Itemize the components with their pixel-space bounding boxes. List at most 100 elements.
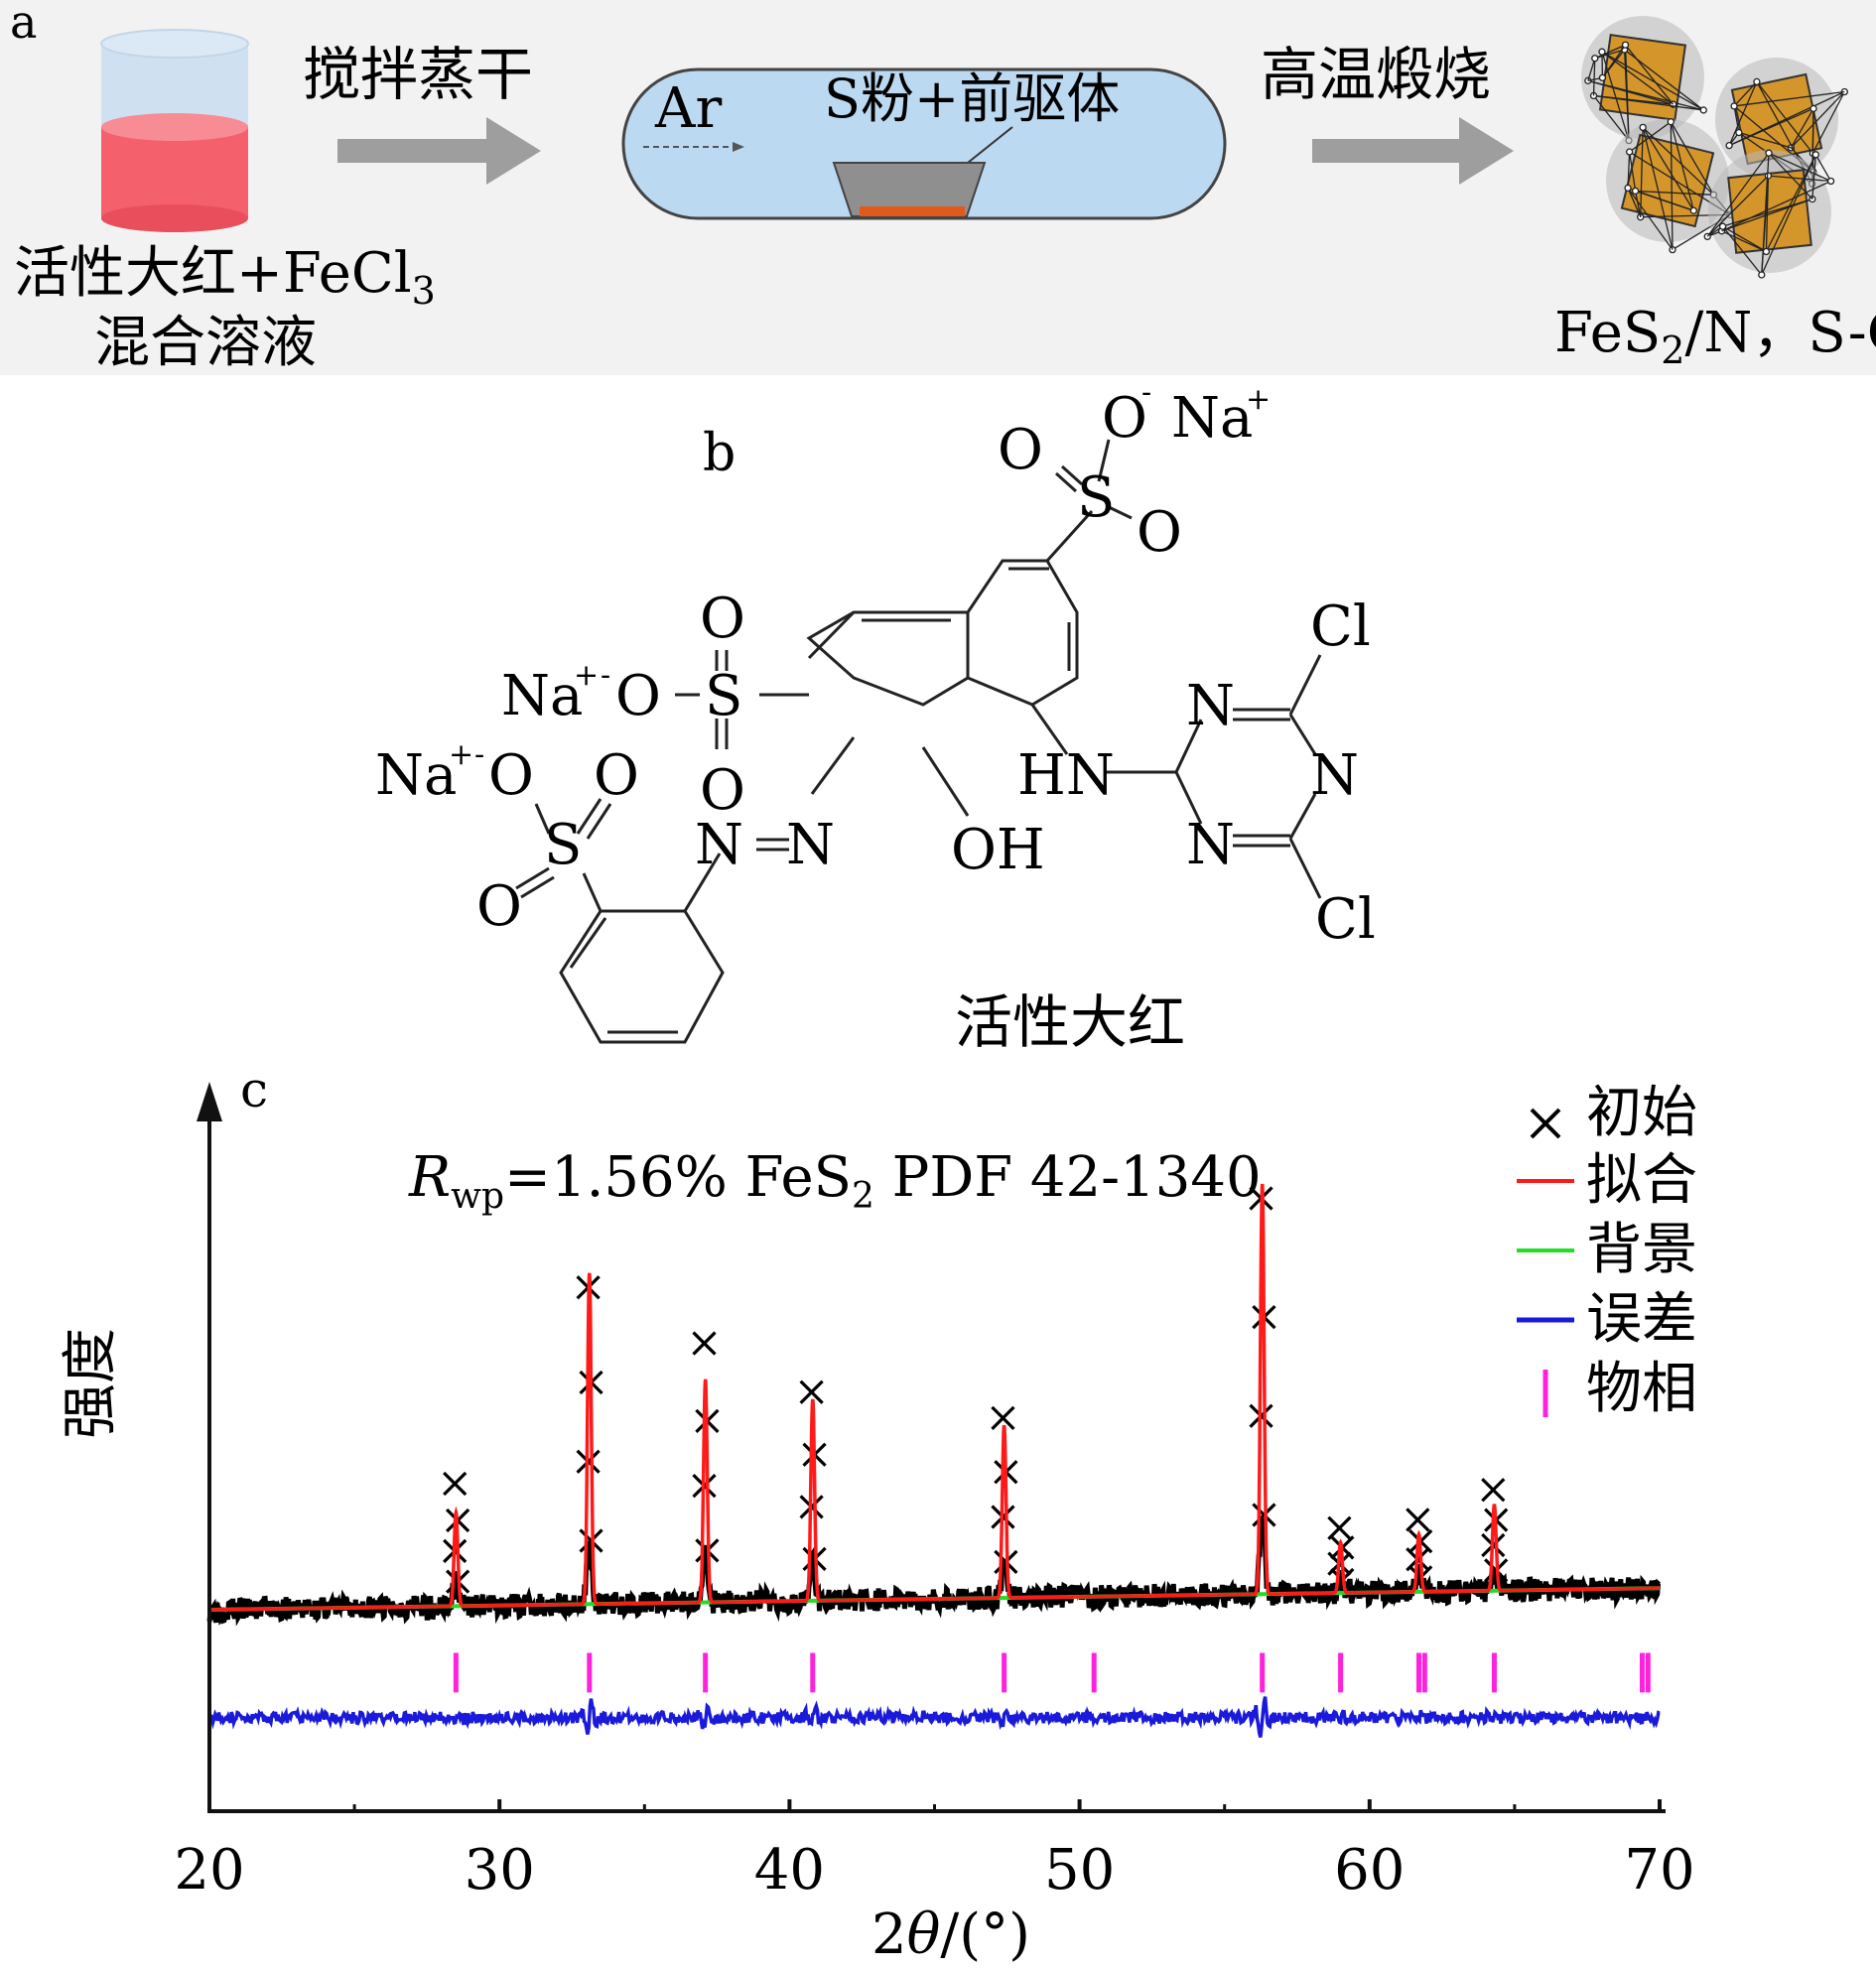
network-line: [1722, 225, 1763, 276]
atom-s-mid: S: [705, 664, 742, 728]
network-line: [1642, 127, 1694, 211]
atom-o-up: O: [700, 587, 745, 651]
x-tick-label-50: 50: [1044, 1838, 1115, 1903]
network-node: [1809, 104, 1817, 113]
network-line: [1601, 51, 1704, 111]
network-line: [1627, 188, 1674, 250]
observed-x-stroke: [991, 1405, 1015, 1430]
observed-point-7-0: [1406, 1508, 1430, 1532]
network-node: [1758, 271, 1766, 279]
network-line: [1706, 175, 1769, 237]
structure-atom-labels: O - Na + O S O O Na + - O S O Na + - O O…: [375, 375, 1376, 952]
atom-o-down: O: [700, 758, 745, 823]
network-line: [1721, 180, 1831, 232]
network-node: [1624, 184, 1632, 193]
network-node: [1639, 123, 1647, 132]
observed-x-stroke: [692, 1331, 717, 1356]
observed-x-stroke: [1481, 1478, 1506, 1503]
x-tick-label-20: 20: [174, 1838, 244, 1903]
network-node: [1625, 148, 1634, 156]
gas-flow-arrowhead-icon: [733, 142, 744, 152]
charge-minus-mid: -: [601, 658, 610, 693]
charge-minus-top: -: [1141, 375, 1151, 410]
network-line: [1601, 51, 1630, 141]
network-line: [1811, 154, 1816, 199]
network-line: [1594, 49, 1625, 60]
network-line: [1768, 152, 1831, 183]
network-line: [1592, 58, 1596, 96]
solution-label-line2: 混合溶液: [94, 311, 317, 375]
atom-o-low-right: O: [594, 743, 639, 808]
atom-o-low: O: [488, 743, 534, 808]
observed-point-3-0: [799, 1379, 824, 1404]
step1-label: 搅拌蒸干: [303, 41, 533, 108]
observed-point-4-0: [991, 1405, 1015, 1430]
atom-n-triazine-1: N: [1186, 674, 1235, 738]
network-line: [1738, 131, 1792, 149]
network-line: [1593, 94, 1704, 111]
network-line: [1733, 80, 1758, 107]
network-line: [1790, 108, 1814, 149]
y-axis-arrow-icon: [197, 1082, 222, 1121]
network-line: [1811, 91, 1845, 154]
arrow-right-icon-1: [337, 117, 541, 185]
legend-label-error: 误差: [1586, 1287, 1697, 1352]
legend-marker-x-icon: [1530, 1108, 1561, 1139]
legend: 初始 拟合 背景 误差 物相: [1517, 1081, 1697, 1421]
network-line: [1761, 154, 1816, 276]
network-node: [1753, 77, 1761, 86]
network-line: [1635, 190, 1694, 211]
network-line: [1594, 44, 1626, 60]
product-label: FeS2/N，S-C: [1554, 301, 1876, 372]
atom-o-minus-top: O: [1102, 386, 1147, 451]
network-line: [1670, 121, 1694, 211]
legend-label-observed: 初始: [1586, 1081, 1697, 1145]
observed-point-2-0: [692, 1331, 717, 1356]
network-line: [1629, 121, 1672, 153]
atom-o-top-left: O: [998, 418, 1043, 482]
x-tick-label-60: 60: [1334, 1838, 1405, 1903]
beaker-icon: [100, 29, 249, 232]
atom-s-top: S: [1077, 465, 1115, 530]
x-tick-label-70: 70: [1624, 1838, 1694, 1903]
network-line: [1814, 154, 1832, 182]
network-node: [1667, 118, 1675, 126]
network-node: [1631, 187, 1640, 196]
network-line: [1761, 153, 1770, 276]
tube-gas-label: Ar: [654, 76, 722, 141]
atom-hn: HN: [1017, 743, 1115, 808]
xrd-plot-area: [206, 1183, 1662, 1738]
network-line: [1733, 105, 1740, 133]
tube-content-label: S粉+前驱体: [824, 67, 1120, 130]
network-node: [1762, 247, 1771, 256]
atom-oh: OH: [951, 818, 1045, 882]
network-line: [1722, 225, 1767, 253]
network-node: [1735, 128, 1743, 137]
network-line: [1634, 191, 1642, 217]
atom-na-low: Na: [375, 743, 457, 808]
panel-a-label: a: [10, 0, 37, 49]
network-line: [1640, 127, 1644, 217]
network-line: [1733, 90, 1845, 107]
error-line: [207, 1696, 1661, 1738]
network-node: [1621, 41, 1630, 49]
x-axis-ticks: 20 30 40 50 60 70: [174, 1799, 1695, 1903]
network-line: [1728, 107, 1814, 147]
panel-c-label: c: [240, 1061, 268, 1118]
particle-cluster-icon: [1581, 16, 1848, 279]
network-node: [1718, 222, 1727, 230]
fit-annotation: Rwp=1.56% FeS2 PDF 42-1340: [408, 1145, 1262, 1217]
legend-label-phase: 物相: [1586, 1357, 1697, 1421]
atom-na-mid: Na: [501, 664, 583, 728]
network-line: [1670, 121, 1674, 250]
atom-n-triazine-2: N: [1310, 743, 1359, 808]
network-node: [1699, 106, 1707, 114]
network-line: [1768, 175, 1831, 183]
charge-plus-low: +: [449, 737, 473, 772]
network-node: [1689, 206, 1697, 214]
network-line: [1593, 95, 1630, 142]
network-node: [1730, 102, 1738, 110]
ring-a-bonds: [966, 559, 1079, 707]
network-line: [1670, 121, 1714, 196]
